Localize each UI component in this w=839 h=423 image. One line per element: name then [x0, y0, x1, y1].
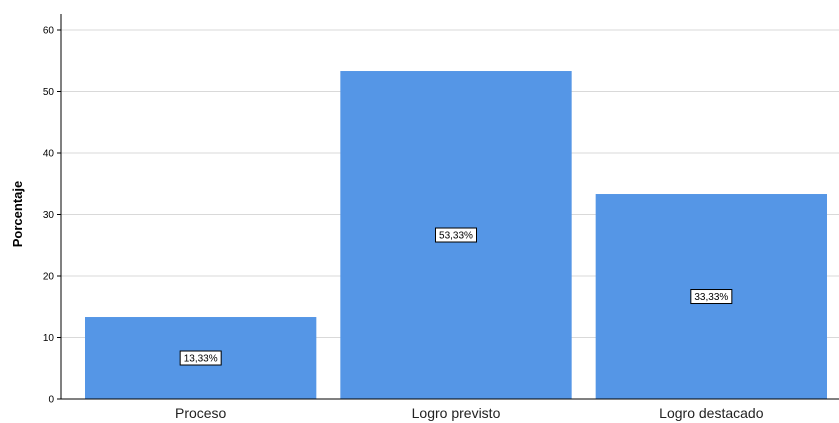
y-tick-label: 20: [43, 272, 55, 283]
data-label: 13,33%: [184, 354, 218, 365]
data-label-box: [179, 350, 222, 366]
data-labels: 13,33% 53,33% 33,33%: [179, 227, 733, 366]
y-tick-label: 0: [48, 395, 54, 406]
y-tick-label: 10: [43, 333, 55, 344]
axes: 0 10 20 30 40 50 60 Proceso Logro previsto Logro …: [43, 14, 839, 421]
y-tick-label: 40: [43, 149, 55, 160]
y-axis-title: Porcentaje: [10, 181, 25, 247]
data-label: 53,33%: [439, 231, 473, 242]
y-tick-label: 50: [43, 87, 55, 98]
data-label-box: [435, 227, 477, 243]
x-tick-label: Proceso: [175, 405, 227, 421]
data-label-box: [690, 289, 733, 305]
data-label: 33,33%: [694, 292, 728, 303]
y-tick-label: 60: [43, 26, 55, 37]
x-tick-label: Logro destacado: [659, 405, 764, 421]
y-tick-label: 30: [43, 210, 55, 221]
x-tick-label: Logro previsto: [412, 405, 501, 421]
